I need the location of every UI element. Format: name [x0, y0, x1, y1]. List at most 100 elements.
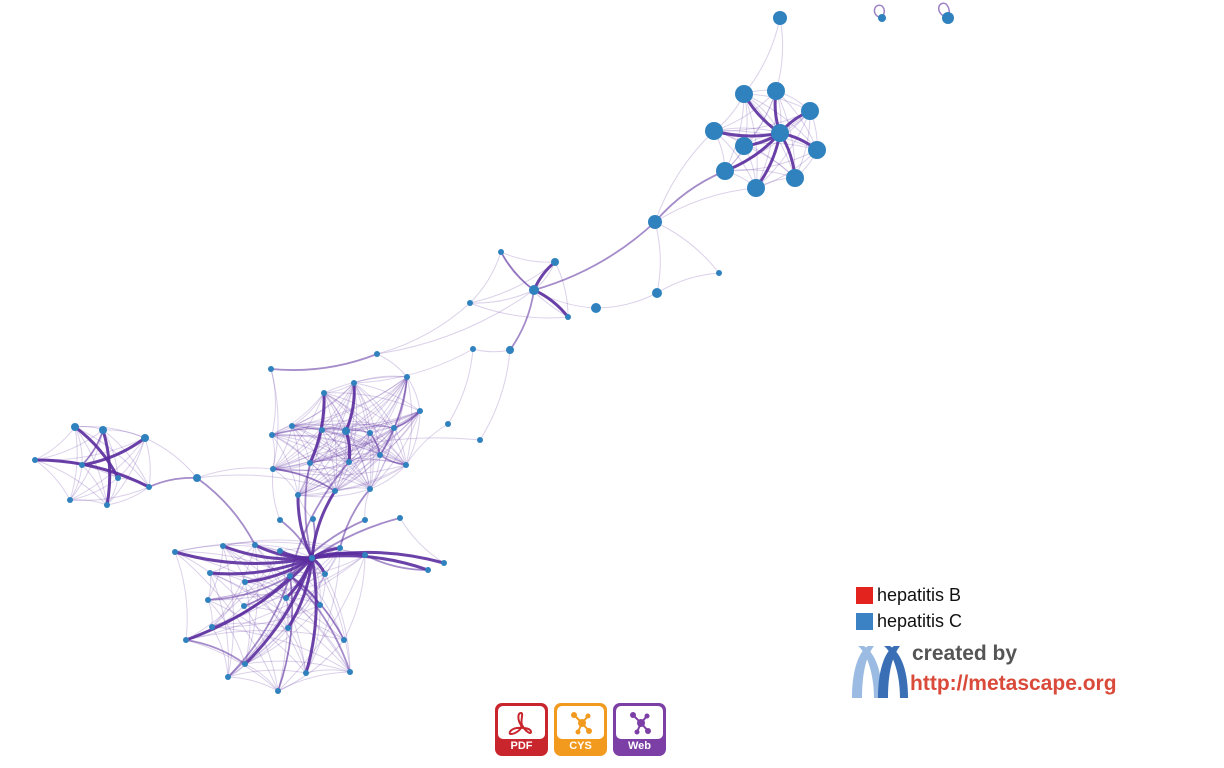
network-node[interactable]	[309, 555, 315, 561]
network-node[interactable]	[470, 346, 476, 352]
network-node[interactable]	[529, 285, 539, 295]
network-node[interactable]	[310, 516, 316, 522]
network-node[interactable]	[367, 430, 373, 436]
network-node[interactable]	[270, 466, 276, 472]
network-node[interactable]	[342, 427, 350, 435]
network-node[interactable]	[277, 517, 283, 523]
network-node[interactable]	[317, 602, 323, 608]
network-node[interactable]	[220, 543, 226, 549]
export-pdf-button[interactable]: PDF	[495, 703, 548, 756]
network-node[interactable]	[277, 548, 283, 554]
network-node[interactable]	[289, 423, 295, 429]
network-node[interactable]	[241, 603, 247, 609]
network-node[interactable]	[878, 14, 886, 22]
network-node[interactable]	[705, 122, 723, 140]
export-cys-button[interactable]: CYS	[554, 703, 607, 756]
network-node[interactable]	[346, 459, 352, 465]
network-node[interactable]	[362, 552, 368, 558]
network-node[interactable]	[141, 434, 149, 442]
network-node[interactable]	[283, 595, 289, 601]
network-node[interactable]	[193, 474, 201, 482]
network-node[interactable]	[786, 169, 804, 187]
network-node[interactable]	[367, 486, 373, 492]
network-node[interactable]	[307, 460, 313, 466]
edge	[311, 518, 316, 559]
network-node[interactable]	[115, 475, 121, 481]
network-node[interactable]	[146, 484, 152, 490]
edge	[34, 459, 108, 506]
network-node[interactable]	[652, 288, 662, 298]
credit-url-link[interactable]: http://metascape.org	[910, 672, 1117, 695]
network-node[interactable]	[172, 549, 178, 555]
network-node[interactable]	[506, 346, 514, 354]
network-node[interactable]	[591, 303, 601, 313]
network-node[interactable]	[467, 300, 473, 306]
network-node[interactable]	[767, 82, 785, 100]
network-node[interactable]	[351, 380, 357, 386]
network-node[interactable]	[441, 560, 447, 566]
network-node[interactable]	[268, 366, 274, 372]
network-node[interactable]	[207, 570, 213, 576]
edge	[289, 461, 350, 577]
edge	[309, 453, 381, 464]
network-node[interactable]	[269, 432, 275, 438]
network-node[interactable]	[321, 390, 327, 396]
network-node[interactable]	[183, 637, 189, 643]
network-node[interactable]	[735, 137, 753, 155]
network-node[interactable]	[735, 85, 753, 103]
edge	[321, 429, 350, 463]
network-node[interactable]	[716, 162, 734, 180]
network-node[interactable]	[374, 351, 380, 357]
network-node[interactable]	[397, 515, 403, 521]
network-node[interactable]	[319, 427, 325, 433]
network-node[interactable]	[808, 141, 826, 159]
network-node[interactable]	[716, 270, 722, 276]
network-node[interactable]	[648, 215, 662, 229]
network-node[interactable]	[942, 12, 954, 24]
network-node[interactable]	[341, 637, 347, 643]
edge	[34, 426, 76, 461]
network-node[interactable]	[332, 488, 338, 494]
network-node[interactable]	[747, 179, 765, 197]
network-node[interactable]	[565, 314, 571, 320]
network-node[interactable]	[425, 567, 431, 573]
network-node[interactable]	[403, 462, 409, 468]
network-node[interactable]	[322, 571, 328, 577]
network-node[interactable]	[275, 688, 281, 694]
edge	[211, 604, 321, 628]
network-node[interactable]	[99, 426, 107, 434]
network-node[interactable]	[347, 669, 353, 675]
network-node[interactable]	[303, 670, 309, 676]
network-node[interactable]	[252, 542, 258, 548]
network-node[interactable]	[287, 573, 293, 579]
network-node[interactable]	[295, 492, 301, 498]
network-node[interactable]	[67, 497, 73, 503]
network-node[interactable]	[71, 423, 79, 431]
network-node[interactable]	[205, 597, 211, 603]
network-node[interactable]	[377, 452, 383, 458]
network-node[interactable]	[773, 11, 787, 25]
network-node[interactable]	[32, 457, 38, 463]
network-node[interactable]	[79, 462, 85, 468]
network-node[interactable]	[771, 124, 789, 142]
network-node[interactable]	[104, 502, 110, 508]
network-node[interactable]	[362, 517, 368, 523]
network-node[interactable]	[242, 661, 248, 667]
edge	[321, 429, 336, 492]
network-node[interactable]	[285, 625, 291, 631]
network-node[interactable]	[801, 102, 819, 120]
export-web-button[interactable]: Web	[613, 703, 666, 756]
network-node[interactable]	[551, 258, 559, 266]
network-node[interactable]	[477, 437, 483, 443]
network-node[interactable]	[391, 425, 397, 431]
network-node[interactable]	[225, 674, 231, 680]
network-node[interactable]	[417, 408, 423, 414]
network-node[interactable]	[404, 374, 410, 380]
network-node[interactable]	[498, 249, 504, 255]
edge	[271, 434, 276, 470]
network-node[interactable]	[445, 421, 451, 427]
network-node[interactable]	[209, 624, 215, 630]
network-node[interactable]	[242, 579, 248, 585]
edge	[69, 477, 119, 501]
network-node[interactable]	[337, 545, 343, 551]
